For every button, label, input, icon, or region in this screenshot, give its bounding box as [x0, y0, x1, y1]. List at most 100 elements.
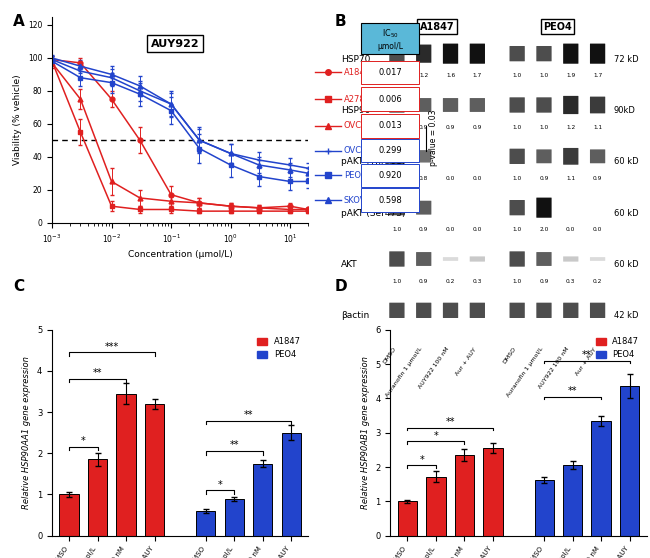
Text: 1.2: 1.2 — [566, 124, 575, 129]
Text: 1.0: 1.0 — [513, 124, 522, 129]
Text: **: ** — [568, 386, 577, 396]
Text: 1.2: 1.2 — [419, 73, 428, 78]
Text: DMSO: DMSO — [382, 347, 397, 365]
Bar — [534, 480, 554, 536]
Text: AUY922 100 nM: AUY922 100 nM — [418, 347, 450, 390]
Bar — [563, 465, 582, 536]
Text: 0.2: 0.2 — [593, 278, 603, 283]
FancyBboxPatch shape — [510, 200, 525, 215]
Text: o: o — [327, 72, 328, 73]
FancyBboxPatch shape — [389, 148, 404, 164]
FancyBboxPatch shape — [510, 251, 525, 267]
Text: 0.9: 0.9 — [419, 227, 428, 232]
Bar — [398, 501, 417, 536]
FancyBboxPatch shape — [416, 252, 432, 266]
Bar — [281, 432, 301, 536]
Text: 0.9: 0.9 — [540, 176, 549, 181]
Text: 0.0: 0.0 — [566, 227, 575, 232]
Text: PEO4: PEO4 — [344, 171, 366, 180]
Text: Auranofin 1 μmol/L: Auranofin 1 μmol/L — [506, 347, 544, 398]
Text: AUY922 100 nM: AUY922 100 nM — [538, 347, 571, 390]
Text: **: ** — [229, 440, 239, 450]
Text: **: ** — [244, 410, 254, 420]
Text: B: B — [335, 14, 346, 29]
Text: 0.9: 0.9 — [593, 176, 603, 181]
Text: 0.920: 0.920 — [378, 171, 402, 180]
Text: A: A — [13, 14, 25, 29]
Text: A1847: A1847 — [344, 68, 371, 77]
Text: 0.0: 0.0 — [446, 176, 455, 181]
FancyBboxPatch shape — [510, 46, 525, 61]
FancyBboxPatch shape — [470, 256, 485, 262]
FancyBboxPatch shape — [563, 302, 578, 318]
Text: OVCAR4: OVCAR4 — [344, 146, 379, 155]
FancyBboxPatch shape — [536, 150, 552, 163]
Text: ***: *** — [105, 341, 119, 352]
Bar — [225, 499, 244, 536]
FancyBboxPatch shape — [443, 302, 458, 318]
FancyBboxPatch shape — [563, 256, 578, 262]
Text: D: D — [335, 279, 347, 294]
Text: AKT: AKT — [341, 260, 358, 269]
Text: 1.0: 1.0 — [393, 176, 402, 181]
Text: 1.6: 1.6 — [446, 73, 455, 78]
FancyBboxPatch shape — [470, 302, 485, 318]
Text: 1.0: 1.0 — [540, 124, 549, 129]
Text: *: * — [218, 479, 222, 489]
Text: SKOV3: SKOV3 — [344, 195, 372, 205]
Text: 0.006: 0.006 — [378, 95, 402, 104]
Bar — [620, 386, 640, 536]
Text: 1.0: 1.0 — [393, 278, 402, 283]
Bar — [483, 448, 502, 536]
FancyBboxPatch shape — [563, 96, 578, 114]
Text: 1.0: 1.0 — [540, 73, 549, 78]
FancyBboxPatch shape — [416, 45, 432, 62]
Legend: A1847, PEO4: A1847, PEO4 — [592, 334, 643, 363]
FancyBboxPatch shape — [389, 97, 404, 113]
Text: 0.8: 0.8 — [419, 176, 428, 181]
Text: 1.0: 1.0 — [393, 73, 402, 78]
Text: 0.0: 0.0 — [446, 227, 455, 232]
FancyBboxPatch shape — [416, 302, 432, 318]
Text: pAKT (Ser473): pAKT (Ser473) — [341, 209, 406, 218]
FancyBboxPatch shape — [536, 302, 552, 318]
FancyBboxPatch shape — [389, 302, 404, 318]
FancyBboxPatch shape — [536, 46, 552, 61]
Text: 1.0: 1.0 — [513, 176, 522, 181]
Text: 0.3: 0.3 — [473, 278, 482, 283]
Bar — [455, 455, 474, 536]
Text: OVCAR8: OVCAR8 — [344, 122, 379, 131]
Text: **: ** — [582, 350, 592, 360]
Text: HSP90: HSP90 — [341, 106, 370, 115]
FancyBboxPatch shape — [443, 44, 458, 64]
Text: C: C — [13, 279, 24, 294]
X-axis label: Concentration (μmol/L): Concentration (μmol/L) — [127, 251, 233, 259]
Text: 0.9: 0.9 — [473, 124, 482, 129]
Text: 72 kD: 72 kD — [614, 55, 638, 64]
FancyBboxPatch shape — [590, 302, 605, 318]
Text: 1.0: 1.0 — [393, 227, 402, 232]
Text: 0.299: 0.299 — [378, 146, 402, 155]
FancyBboxPatch shape — [510, 302, 525, 318]
Text: 1.0: 1.0 — [513, 227, 522, 232]
Text: *: * — [419, 455, 424, 465]
Y-axis label: Relative HSP90AB1 gene expression: Relative HSP90AB1 gene expression — [361, 356, 370, 509]
Text: 1.1: 1.1 — [566, 176, 575, 181]
FancyBboxPatch shape — [536, 252, 552, 266]
Text: 2.0: 2.0 — [540, 227, 549, 232]
FancyBboxPatch shape — [563, 148, 578, 165]
FancyBboxPatch shape — [389, 251, 404, 267]
Text: 1.0: 1.0 — [513, 73, 522, 78]
Bar — [145, 404, 164, 536]
Bar — [196, 511, 216, 536]
Text: 1.7: 1.7 — [473, 73, 482, 78]
Text: 0.9: 0.9 — [419, 278, 428, 283]
FancyBboxPatch shape — [590, 44, 605, 64]
Text: 1.9: 1.9 — [566, 73, 575, 78]
Y-axis label: Viability (% vehicle): Viability (% vehicle) — [13, 74, 22, 165]
Bar — [116, 393, 136, 536]
Text: p-value = 0.03: p-value = 0.03 — [429, 110, 438, 166]
Text: 0.598: 0.598 — [378, 195, 402, 205]
Text: *: * — [434, 431, 438, 441]
FancyBboxPatch shape — [416, 98, 432, 112]
